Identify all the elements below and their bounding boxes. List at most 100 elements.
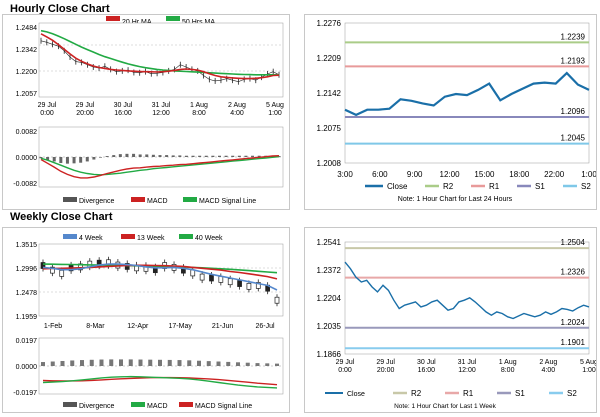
divergence-bar — [191, 155, 195, 157]
x-tick-label: 8:00 — [192, 110, 206, 117]
weekly-section-title: Weekly Close Chart — [10, 211, 113, 223]
y-tick-label: 0.0082 — [16, 129, 38, 136]
divergence-bar — [198, 155, 202, 157]
series-20hr-ma — [40, 33, 280, 80]
x-tick-label: 0:00 — [40, 110, 54, 117]
level-value-s1: 1.2024 — [561, 318, 586, 327]
level-value-r1: 1.2193 — [561, 56, 586, 65]
y-tick-label: 1.2342 — [16, 47, 38, 54]
x-tick-label: 4:00 — [542, 367, 556, 374]
divergence-bar — [72, 157, 76, 164]
weekly-candle-body — [274, 296, 280, 304]
x-tick-label: 1 Aug — [190, 102, 208, 109]
legend-label-close: Close — [347, 391, 365, 398]
divergence-bar — [231, 155, 235, 157]
divergence-bar — [105, 156, 109, 157]
divergence-bar — [255, 363, 260, 366]
legend-swatch-macd — [131, 197, 145, 202]
series-close — [40, 40, 280, 83]
y-tick-label: 1.2276 — [317, 19, 342, 28]
divergence-bar — [109, 359, 114, 366]
weekly-zoom-panel: 1.2541 1.2372 1.2204 1.2035 1.1866 1.2504 1.2… — [304, 227, 599, 413]
level-value-r1: 1.2326 — [561, 268, 586, 277]
legend-swatch-50hr — [166, 16, 180, 21]
series-macd-signal — [40, 156, 280, 176]
weekly-price-plot — [38, 243, 284, 317]
y-tick-label: 1.2075 — [317, 124, 342, 133]
x-tick-label: 18:00 — [509, 170, 530, 179]
x-tick-label: 17-May — [169, 323, 193, 330]
x-tick-label: 16:00 — [418, 367, 436, 374]
divergence-bar — [148, 359, 153, 366]
divergence-bar — [158, 155, 162, 157]
x-tick-label: 30 Jul — [417, 359, 436, 366]
weekly-candle-body — [218, 276, 224, 283]
divergence-bar — [275, 363, 279, 366]
level-value-s2: 1.2045 — [561, 134, 586, 143]
x-tick-label: 22:00 — [544, 170, 565, 179]
legend-label-20hr: 20 Hr MA — [122, 19, 152, 26]
series-50hr-ma — [40, 29, 279, 76]
series-macd — [42, 375, 278, 389]
x-tick-label: 4:00 — [230, 110, 244, 117]
legend-label-40week: 40 Week — [195, 235, 223, 242]
series-close — [344, 261, 590, 320]
divergence-bar — [218, 155, 221, 157]
y-tick-label: 1.2541 — [317, 238, 342, 247]
y-tick-label: 1.3515 — [16, 242, 38, 249]
divergence-bar — [119, 359, 123, 366]
divergence-bar — [99, 359, 104, 366]
series-4week — [42, 263, 278, 291]
weekly-zoom-svg: 1.2541 1.2372 1.2204 1.2035 1.1866 1.2504 1.2… — [317, 238, 599, 410]
y-tick-label: 1.2478 — [16, 290, 38, 297]
divergence-bar — [70, 360, 75, 366]
hourly-zoom-panel: 1.2276 1.2209 1.2142 1.2075 1.2008 1.2239 1.2… — [304, 14, 597, 210]
weekly-candle-body — [50, 266, 55, 274]
y-tick-label: 1.2008 — [317, 159, 342, 168]
legend-label-s2: S2 — [567, 389, 577, 398]
x-tick-label: 5 Aug — [580, 359, 596, 366]
x-tick-label: 31 Jul — [152, 102, 171, 109]
weekly-zoom-plot — [344, 241, 590, 355]
weekly-candle-body — [255, 282, 261, 289]
weekly-candle-body — [246, 282, 252, 290]
divergence-bar — [251, 155, 255, 157]
divergence-bar — [46, 157, 50, 161]
weekly-candle-body — [227, 278, 233, 286]
divergence-bar — [89, 359, 94, 366]
x-tick-label: 5 Aug — [266, 102, 284, 109]
divergence-bar — [211, 155, 215, 157]
divergence-bar — [187, 360, 192, 366]
x-tick-label: 3:00 — [337, 170, 353, 179]
divergence-bar — [92, 157, 96, 160]
x-tick-label: 12:00 — [152, 110, 170, 117]
y-tick-label: 1.2200 — [16, 69, 38, 76]
divergence-bar — [118, 154, 122, 157]
divergence-bar — [99, 157, 102, 158]
divergence-bar — [277, 156, 281, 157]
y-tick-label: 1.2057 — [16, 91, 38, 98]
hourly-zoom-note: Note: 1 Hour Chart for Last 24 Hours — [398, 196, 513, 203]
x-tick-label: 2 Aug — [539, 359, 557, 366]
series-close — [344, 71, 590, 117]
legend-swatch-13week — [121, 234, 135, 239]
y-tick-label: 1.2209 — [317, 54, 342, 63]
level-value-s2: 1.1901 — [561, 338, 586, 347]
x-tick-label: 8:00 — [501, 367, 515, 374]
x-tick-label: 29 Jul — [38, 102, 57, 109]
x-tick-label: 6:00 — [372, 170, 388, 179]
x-tick-label: 20:00 — [377, 367, 395, 374]
x-tick-label: 30 Jul — [114, 102, 133, 109]
divergence-bar — [151, 154, 155, 157]
y-tick-label: 1.2372 — [317, 266, 342, 275]
divergence-bar — [39, 157, 43, 159]
divergence-bar — [178, 155, 182, 157]
legend-swatch-divergence — [63, 402, 77, 407]
divergence-bar — [79, 157, 83, 163]
divergence-bar — [197, 360, 201, 366]
y-tick-label: 0.0000 — [16, 155, 38, 162]
divergence-bar — [245, 362, 250, 366]
weekly-left-panel: 4 Week 13 Week 40 Week 1.3515 1.2996 1.247… — [2, 227, 290, 413]
divergence-bar — [216, 361, 221, 366]
y-tick-label: 0.0197 — [16, 338, 38, 345]
